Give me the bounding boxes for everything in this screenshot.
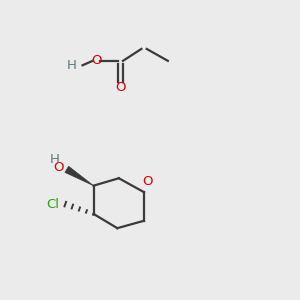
Text: O: O <box>142 175 152 188</box>
Text: O: O <box>115 81 125 94</box>
Text: O: O <box>91 54 102 67</box>
Text: H: H <box>50 153 59 166</box>
Text: Cl: Cl <box>46 198 59 211</box>
Text: O: O <box>53 161 64 174</box>
Polygon shape <box>65 166 94 186</box>
Text: H: H <box>67 59 76 72</box>
